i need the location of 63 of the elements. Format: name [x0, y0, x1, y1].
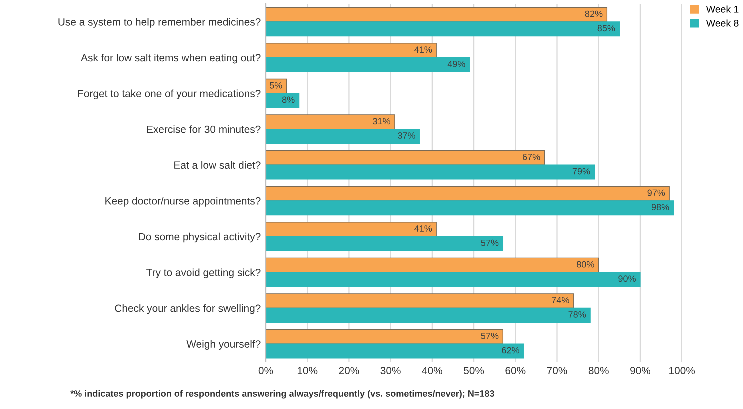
y-tick-label: Use a system to help remember medicines?: [58, 18, 261, 28]
data-label: 82%: [585, 10, 603, 18]
bar: [266, 344, 524, 359]
data-label: 8%: [282, 96, 295, 104]
data-label: 57%: [481, 332, 499, 340]
bar: [266, 258, 600, 273]
data-label: 78%: [568, 311, 586, 318]
y-tick-label: Ask for low salt items when eating out?: [81, 54, 261, 64]
y-tick-label: Try to avoid getting sick?: [146, 268, 261, 278]
x-tick-label: 50%: [464, 367, 484, 374]
data-label: 97%: [648, 190, 666, 196]
data-label: 90%: [618, 276, 636, 282]
y-tick-label: Weigh yourself?: [186, 340, 261, 350]
x-tick-label: 40%: [422, 367, 442, 374]
x-tick-label: 0%: [258, 367, 274, 374]
data-label: 67%: [522, 154, 540, 160]
bar: [266, 128, 420, 144]
bar: [266, 329, 504, 344]
bar: [266, 294, 574, 309]
x-tick-label: 80%: [588, 367, 609, 374]
bar: [266, 272, 641, 288]
data-label: 74%: [552, 297, 570, 304]
bar: [266, 164, 596, 180]
x-tick-label: 100%: [670, 367, 696, 374]
bar: [266, 150, 546, 166]
bar: [266, 22, 620, 37]
bar: [266, 57, 470, 72]
legend-label: Week 8: [706, 20, 739, 27]
y-tick-label: Check your ankles for swelling?: [115, 304, 261, 314]
data-label: 41%: [414, 46, 432, 53]
data-label: 5%: [270, 82, 282, 89]
y-tick-label: Exercise for 30 minutes?: [147, 126, 261, 134]
y-tick-label: Eat a low salt diet?: [174, 161, 261, 170]
data-label: 37%: [398, 132, 416, 139]
x-tick-label: 90%: [630, 367, 651, 374]
bar: [266, 186, 670, 202]
bar: [266, 308, 591, 323]
bar: [266, 114, 396, 130]
y-tick-label: Forget to take one of your medications?: [78, 90, 261, 100]
bar: [266, 222, 437, 238]
bar: [266, 236, 504, 252]
data-label: 85%: [598, 25, 616, 32]
x-tick-label: 20%: [339, 367, 360, 374]
data-label: 79%: [572, 168, 590, 175]
data-label: 41%: [414, 226, 432, 232]
text: *% indicates proportion of respondents answering always/frequently (vs. sometimes/never); N=183: [70, 390, 494, 399]
bar: [266, 200, 674, 216]
legend-label: Week 1: [706, 6, 739, 13]
x-tick-label: 30%: [380, 367, 401, 374]
data-label: 98%: [652, 204, 670, 210]
bar: [266, 7, 608, 22]
bar: [266, 93, 300, 108]
y-tick-label: Do some physical activity?: [139, 232, 261, 243]
data-label: 49%: [448, 60, 466, 68]
bar: [266, 43, 437, 58]
data-label: 80%: [577, 261, 594, 268]
data-label: 62%: [502, 347, 520, 354]
data-label: 31%: [373, 118, 390, 125]
x-tick-label: 70%: [547, 367, 568, 374]
x-tick-label: 10%: [298, 367, 318, 374]
x-tick-label: 60%: [506, 367, 526, 374]
data-label: 57%: [481, 240, 499, 246]
y-tick-label: Keep doctor/nurse appointments?: [106, 197, 261, 207]
